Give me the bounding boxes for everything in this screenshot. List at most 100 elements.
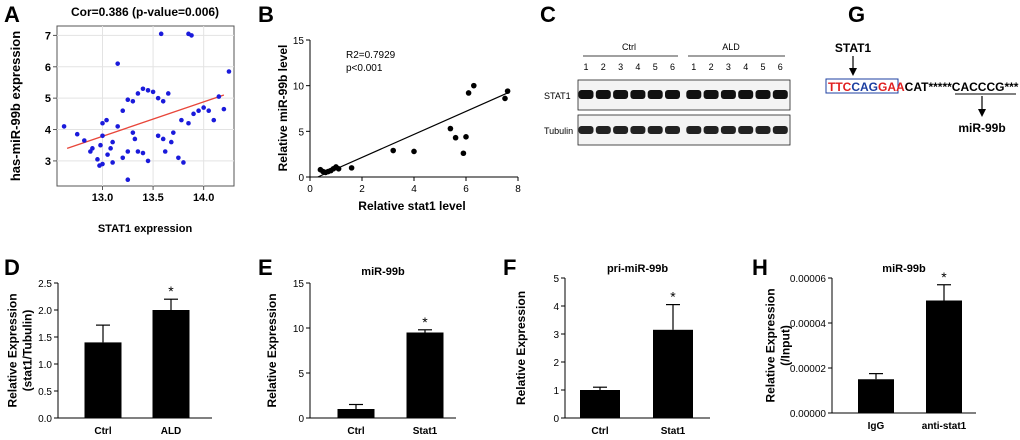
panel-a-point	[179, 117, 184, 123]
seq-underlined: CACCCG	[952, 80, 1005, 94]
panel-b-r2: R2=0.7929	[346, 50, 396, 61]
bar-ytick-label: 4	[553, 302, 559, 313]
blot-band-stat1	[703, 90, 719, 99]
bar-ytick-label: 0.00000	[790, 409, 827, 420]
panel-b-xtick-label: 0	[307, 184, 313, 195]
panel-a-xtick-label: 13.0	[92, 192, 113, 204]
bar-title: pri-miR-99b	[607, 263, 668, 275]
bar-ctrl	[337, 409, 375, 418]
panel-b-ytick-label: 5	[298, 127, 304, 138]
bar-stat1	[653, 329, 693, 418]
panel-a-point	[155, 133, 161, 139]
blot-band-stat1	[613, 90, 629, 99]
bar-ytick-label: 5	[553, 274, 559, 285]
panel-a-point	[95, 157, 100, 162]
bar-ytick-label: 0.00006	[790, 274, 827, 285]
panel-f: 0 1 2 3 4 5 Ctrl Stat1 * pri-miR-99b Relative Expr…	[514, 263, 710, 437]
panel-a-point	[98, 142, 103, 148]
bar-category-label: ALD	[161, 426, 182, 437]
panel-a-point	[82, 138, 87, 143]
panel-a-point	[216, 94, 222, 99]
panel-a-point	[74, 131, 80, 137]
panel-a-point	[120, 155, 126, 161]
blot-band-stat1	[720, 90, 736, 99]
panel-a-point	[104, 117, 109, 123]
blot-lane-number: 3	[726, 62, 731, 72]
blot-band-tubulin	[738, 126, 754, 134]
panel-b-yticks: 0 5 10 15	[293, 36, 310, 184]
blot-band-tubulin	[630, 126, 646, 134]
bar-ytick-label: 2	[553, 358, 559, 369]
panel-b-xtick-label: 8	[515, 184, 521, 195]
panel-a-point	[132, 136, 138, 142]
bar-ylabel: Relative Expression	[6, 293, 20, 407]
panel-b-fit-line	[317, 92, 508, 178]
panel-b-point	[465, 90, 472, 96]
panel-a-point	[196, 108, 201, 114]
blot-lane-number: 4	[743, 62, 748, 72]
panel-a-point	[130, 130, 136, 135]
panel-a-ytick-label: 4	[45, 125, 52, 137]
panel-a-point	[135, 91, 141, 96]
blot-lane-number: 5	[760, 62, 765, 72]
panel-a-point	[120, 108, 126, 114]
panel-a-frame	[56, 25, 235, 187]
blot-band-tubulin	[686, 126, 702, 134]
bar-igg	[858, 379, 894, 413]
panel-b-ytick-label: 0	[298, 173, 304, 184]
blot-lane-number: 5	[653, 62, 658, 72]
panel-a-ytick-label: 7	[45, 30, 51, 42]
panel-a-point	[181, 160, 186, 165]
seq-red-2: GAA	[878, 80, 905, 94]
panel-a-point	[206, 108, 212, 114]
seq-blue-1: CAG	[851, 80, 878, 94]
blot-band-stat1	[665, 90, 680, 99]
panel-g: STAT1 TTCCAGGAACAT*****CACCCG*** miR-99b	[825, 41, 1019, 135]
blot-row-stat1: STAT1	[544, 91, 571, 101]
panel-a-point	[162, 149, 168, 154]
panel-a-point	[171, 130, 176, 135]
bar-ytick-label: 0.5	[38, 387, 52, 398]
blot-band-tubulin	[647, 126, 663, 134]
panel-b-xticks: 0 2 4 6 8	[307, 177, 521, 195]
panel-b-xtick-label: 6	[463, 184, 469, 195]
panel-a-point	[125, 177, 131, 183]
panel-a-point	[186, 120, 191, 126]
blot-band-tubulin	[772, 126, 788, 134]
blot-band-stat1	[578, 90, 594, 99]
bar-ytick-label: 3	[553, 330, 559, 341]
bar-category-label: Ctrl	[347, 426, 364, 437]
bar-ylabel: Relative Expression	[764, 288, 778, 402]
bar-ytick-label: 1	[553, 386, 559, 397]
blot-band-stat1	[647, 90, 663, 99]
panel-b-point	[504, 88, 511, 94]
panel-a-point	[201, 105, 206, 110]
panel-letter-e: E	[258, 255, 273, 280]
panel-a-point	[115, 61, 120, 66]
panel-b-ytick-label: 15	[293, 36, 305, 47]
panel-a-ylabel: has-miR-99b expression	[8, 31, 23, 181]
panel-a-point	[108, 146, 113, 151]
panel-a-point	[115, 124, 120, 129]
panel-b-point	[348, 165, 355, 171]
panel-a-ytick-label: 6	[45, 62, 51, 74]
panel-a-fit-line	[66, 94, 225, 149]
panel-letter-d: D	[4, 255, 20, 280]
panel-a-point	[145, 158, 151, 164]
blot-lane-number: 2	[601, 62, 606, 72]
panel-a-point	[110, 139, 115, 145]
panel-d: 0.0 0.5 1.0 1.5 2.0 2.5 Ctrl ALD * Relative Expre…	[6, 279, 212, 437]
panel-a-ytick-label: 5	[45, 93, 51, 105]
sequence-tf-arrowhead	[849, 68, 857, 76]
panel-a-point	[160, 136, 166, 142]
panel-e: 0 5 10 15 Ctrl Stat1 * miR-99b Relative Expressi…	[265, 266, 456, 437]
panel-a-point	[100, 133, 105, 139]
panel-b-xlabel: Relative stat1 level	[358, 199, 465, 213]
blot-band-stat1	[630, 90, 646, 99]
panel-a-point	[145, 88, 151, 93]
panel-b-point	[471, 82, 477, 89]
sequence-line: TTCCAGGAACAT*****CACCCG***	[828, 80, 1019, 94]
panel-b-ytick-label: 10	[293, 82, 305, 93]
panel-letter-a: A	[4, 2, 20, 27]
sequence-binding-box	[825, 78, 899, 94]
